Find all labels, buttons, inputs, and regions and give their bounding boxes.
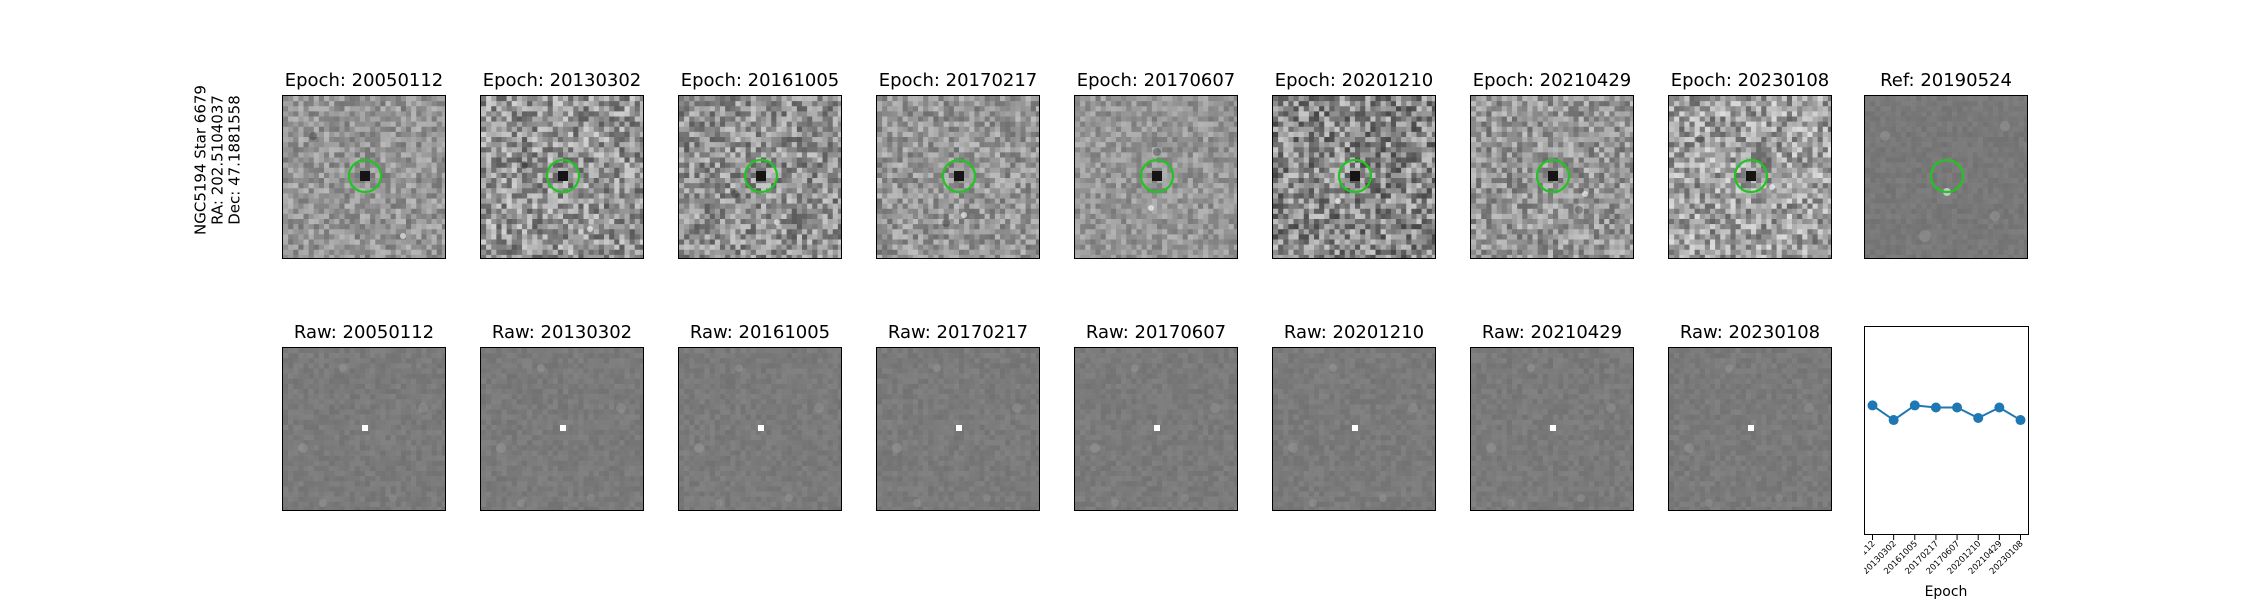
- target-star: [1152, 171, 1162, 181]
- raw-1-panel: [480, 347, 644, 511]
- epoch-5-panel: [1272, 95, 1436, 259]
- raw-image: [679, 348, 842, 511]
- reference-image: [1865, 96, 2028, 259]
- target-star: [1748, 425, 1754, 431]
- flux-point: [1868, 400, 1878, 410]
- raw-4-title: Raw: 20170607: [1046, 322, 1266, 343]
- raw-6-title: Raw: 20210429: [1442, 322, 1662, 343]
- raw-image: [1669, 348, 1832, 511]
- star-name: NGC5194 Star 6679: [193, 85, 210, 235]
- difference-image: [481, 96, 644, 259]
- raw-image: [481, 348, 644, 511]
- flux-point: [1973, 413, 1983, 423]
- target-star: [360, 171, 370, 181]
- raw-5-panel: [1272, 347, 1436, 511]
- epoch-1-title: Epoch: 20130302: [452, 70, 672, 91]
- target-star: [1350, 171, 1360, 181]
- raw-6-panel: [1470, 347, 1634, 511]
- raw-3-title: Raw: 20170217: [848, 322, 1068, 343]
- reference-title: Ref: 20190524: [1836, 70, 2056, 91]
- epoch-3-title: Epoch: 20170217: [848, 70, 1068, 91]
- raw-image: [1471, 348, 1634, 511]
- target-star: [758, 425, 764, 431]
- plot-frame: [1865, 327, 2029, 535]
- flux-point: [2016, 415, 2026, 425]
- flux-point: [1910, 400, 1920, 410]
- target-star: [1548, 171, 1558, 181]
- epoch-2-title: Epoch: 20161005: [650, 70, 870, 91]
- epoch-3-panel: [876, 95, 1040, 259]
- flux-point: [1889, 415, 1899, 425]
- raw-0-panel: [282, 347, 446, 511]
- raw-image: [283, 348, 446, 511]
- epoch-7-title: Epoch: 20230108: [1640, 70, 1860, 91]
- flux-point: [1952, 403, 1962, 413]
- epoch-4-panel: [1074, 95, 1238, 259]
- epoch-0-title: Epoch: 20050112: [254, 70, 474, 91]
- epoch-1-panel: [480, 95, 644, 259]
- star-dec: Dec: 47.1881558: [227, 85, 244, 235]
- raw-image: [1075, 348, 1238, 511]
- raw-2-title: Raw: 20161005: [650, 322, 870, 343]
- target-star: [1154, 425, 1160, 431]
- epoch-0-panel: [282, 95, 446, 259]
- target-star: [956, 425, 962, 431]
- difference-image: [1075, 96, 1238, 259]
- difference-image: [1273, 96, 1436, 259]
- flux-point: [1931, 403, 1941, 413]
- raw-7-panel: [1668, 347, 1832, 511]
- target-star: [362, 425, 368, 431]
- star-ra: RA: 202.5104037: [210, 85, 227, 235]
- target-star: [1352, 425, 1358, 431]
- target-star: [560, 425, 566, 431]
- x-axis-label: Epoch: [1925, 584, 1968, 600]
- epoch-5-title: Epoch: 20201210: [1244, 70, 1464, 91]
- raw-0-title: Raw: 20050112: [254, 322, 474, 343]
- target-star: [558, 171, 568, 181]
- raw-5-title: Raw: 20201210: [1244, 322, 1464, 343]
- raw-1-title: Raw: 20130302: [452, 322, 672, 343]
- epoch-2-panel: [678, 95, 842, 259]
- epoch-6-panel: [1470, 95, 1634, 259]
- raw-image: [877, 348, 1040, 511]
- difference-image: [1669, 96, 1832, 259]
- difference-image: [283, 96, 446, 259]
- raw-3-panel: [876, 347, 1040, 511]
- difference-image: [877, 96, 1040, 259]
- raw-7-title: Raw: 20230108: [1640, 322, 1860, 343]
- target-star: [756, 171, 766, 181]
- raw-2-panel: [678, 347, 842, 511]
- raw-4-panel: [1074, 347, 1238, 511]
- difference-image: [679, 96, 842, 259]
- epoch-7-panel: [1668, 95, 1832, 259]
- flux-point: [1994, 403, 2004, 413]
- raw-image: [1273, 348, 1436, 511]
- raw-flux-chart-svg: Raw Flux Epoch 2005011220130302201610052…: [1864, 326, 2054, 600]
- difference-image: [1471, 96, 1634, 259]
- target-star: [1550, 425, 1556, 431]
- epoch-6-title: Epoch: 20210429: [1442, 70, 1662, 91]
- reference-panel: [1864, 95, 2028, 259]
- target-star: [1746, 171, 1756, 181]
- raw-flux-plot: Raw Flux Epoch 2005011220130302201610052…: [1864, 326, 2054, 604]
- epoch-4-title: Epoch: 20170607: [1046, 70, 1266, 91]
- target-star: [954, 171, 964, 181]
